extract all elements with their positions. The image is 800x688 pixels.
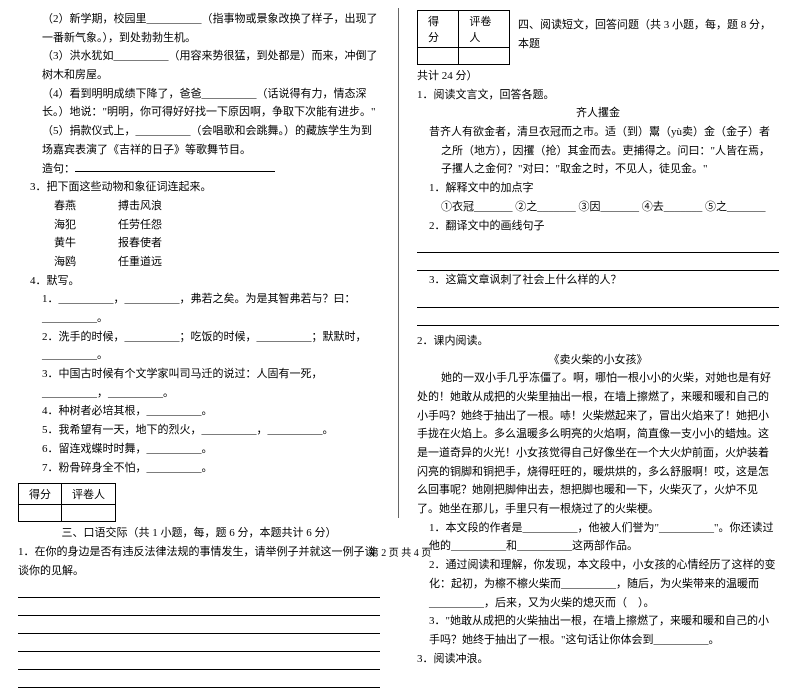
r2q3: 3．"她敢从成把的火柴抽出一根，在墙上擦燃了，来暖和暖和自己的小手吗？她终于抽出… — [417, 612, 779, 649]
r1q3: 3．这篇文章讽刺了社会上什么样的人？ — [417, 271, 779, 290]
r2-title: 《卖火柴的小女孩》 — [417, 351, 779, 370]
r2: 2．课内阅读。 — [417, 332, 779, 351]
answer-line — [417, 257, 779, 271]
answer-line — [18, 602, 380, 616]
q2-line1: （2）新学期，校园里__________（指事物或景象改换了样子，出现了一番新气… — [18, 10, 380, 47]
answer-line — [18, 656, 380, 670]
pair-row: 春燕搏击风浪 — [18, 197, 380, 216]
r1-text: 昔齐人有欲金者，清旦衣冠而之市。适（到）鬻（yù卖）金（金子）者之所（地方），因… — [417, 123, 779, 179]
grader-header: 评卷人 — [62, 484, 116, 505]
q4e: 5．我希望有一天，地下的烈火，__________，__________。 — [18, 421, 380, 440]
grader-header: 评卷人 — [459, 11, 510, 48]
q2-line3: （4）看到明明成绩下降了，爸爸__________（话说得有力，情态深长。）地说… — [18, 85, 380, 122]
score-header: 得分 — [19, 484, 62, 505]
score-header: 得分 — [418, 11, 459, 48]
answer-line — [417, 294, 779, 308]
page-footer: 第 2 页 共 4 页 — [0, 544, 800, 559]
blank — [75, 160, 275, 172]
section4-title: 四、阅读短文，回答问题（共 3 小题，每，题 8 分，本题 — [510, 10, 779, 53]
page: （2）新学期，校园里__________（指事物或景象改换了样子，出现了一番新气… — [0, 0, 800, 545]
r1q1: 1．解释文中的加点字 — [417, 179, 779, 198]
pair-row: 黄牛报春使者 — [18, 234, 380, 253]
section3-title: 三、口语交际（共 1 小题，每，题 6 分，本题共计 6 分） — [18, 524, 380, 543]
q2-line4: （5）捐款仪式上，__________（会唱歌和会跳舞。）的藏族学生为到场嘉宾表… — [18, 122, 380, 159]
r1q2: 2．翻译文中的画线句子 — [417, 217, 779, 236]
answer-line — [417, 312, 779, 326]
r2-text: 她的一双小手几乎冻僵了。啊，哪怕一根小小的火柴，对她也是有好处的！她敢从成把的火… — [417, 369, 779, 519]
answer-line — [417, 239, 779, 253]
q4-title: 4．默写。 — [18, 272, 380, 291]
answer-line — [18, 674, 380, 688]
q4g: 7．粉骨碎身全不怕，__________。 — [18, 459, 380, 478]
right-column: 得分评卷人 四、阅读短文，回答问题（共 3 小题，每，题 8 分，本题 共计 2… — [399, 0, 797, 545]
q4c: 3．中国古时候有个文学家叫司马迁的说过：人固有一死，__________，___… — [18, 365, 380, 402]
q3-title: 3．把下面这些动物和象征词连起来。 — [18, 178, 380, 197]
q4a: 1．__________，__________，弗若之矣。为是其智弗若与？曰：_… — [18, 290, 380, 327]
r3: 3．阅读冲浪。 — [417, 650, 779, 669]
answer-line — [18, 620, 380, 634]
answer-line — [18, 638, 380, 652]
section4-title2: 共计 24 分） — [417, 67, 779, 86]
pair-row: 海鸥任重道远 — [18, 253, 380, 272]
q4f: 6．留连戏蝶时时舞，__________。 — [18, 440, 380, 459]
q2-line5: 造句： — [18, 160, 380, 179]
q4b: 2．洗手的时候，__________；吃饭的时候，__________；默默时，… — [18, 328, 380, 365]
r1-title: 齐人攫金 — [417, 104, 779, 123]
q2-line2: （3）洪水犹如__________（用容来势很猛，到处都是）而来，冲倒了树木和房… — [18, 47, 380, 84]
pair-row: 海犯任劳任怨 — [18, 216, 380, 235]
left-column: （2）新学期，校园里__________（指事物或景象改换了样子，出现了一番新气… — [0, 0, 398, 545]
answer-line — [18, 584, 380, 598]
score-table: 得分评卷人 — [417, 10, 510, 65]
score-table: 得分评卷人 — [18, 483, 116, 522]
r1q1-blanks: ①衣冠_______ ②之_______ ③因_______ ④去_______… — [417, 198, 779, 217]
q4d: 4．种树者必培其根，__________。 — [18, 402, 380, 421]
r1: 1．阅读文言文，回答各题。 — [417, 86, 779, 105]
